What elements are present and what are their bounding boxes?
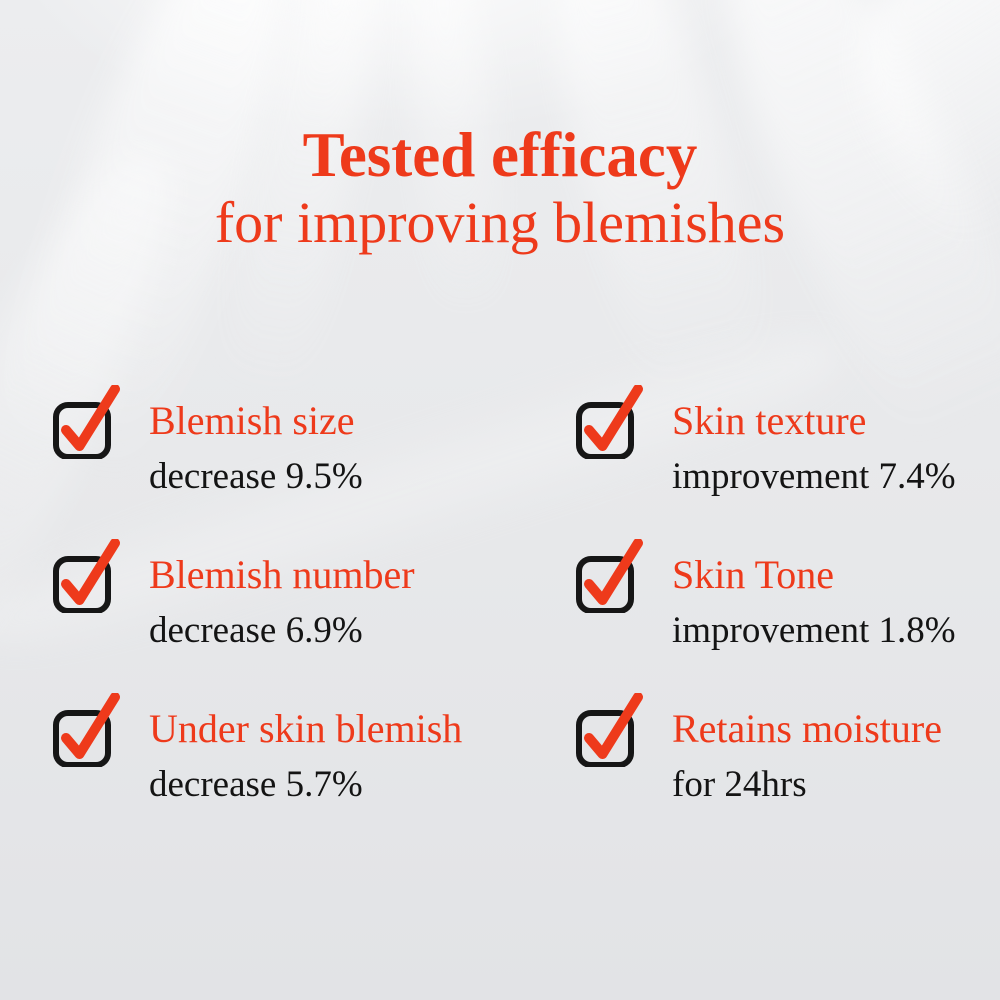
efficacy-item-under-skin-blemish: Under skin blemish decrease 5.7% (52, 693, 575, 805)
efficacy-item-blemish-size: Blemish size decrease 9.5% (52, 385, 575, 497)
efficacy-item-skin-texture: Skin texture improvement 7.4% (575, 385, 972, 497)
checkbox-checked-icon (53, 693, 120, 767)
item-label: Under skin blemish (149, 706, 463, 751)
page-title: Tested efficacy for improving blemishes (0, 118, 1000, 254)
item-value: for 24hrs (672, 764, 807, 805)
efficacy-item-blemish-number: Blemish number decrease 6.9% (52, 539, 575, 651)
item-value: improvement 7.4% (672, 456, 956, 497)
item-text: Blemish number decrease 6.9% (149, 539, 415, 651)
item-text: Under skin blemish decrease 5.7% (149, 693, 462, 805)
checkbox-checked-icon (576, 539, 643, 613)
item-label: Blemish size (149, 398, 355, 443)
item-label: Blemish number (149, 552, 415, 597)
efficacy-items: Blemish size decrease 9.5% Skin texture … (52, 385, 972, 805)
checkbox-checked-icon (576, 693, 643, 767)
page-title-line1: Tested efficacy (302, 120, 698, 190)
checkbox-checked-icon (576, 385, 643, 459)
item-text: Skin texture improvement 7.4% (672, 385, 956, 497)
item-text: Skin Tone improvement 1.8% (672, 539, 956, 651)
checkbox-checked-icon (53, 539, 120, 613)
item-value: improvement 1.8% (672, 610, 956, 651)
item-label: Skin Tone (672, 552, 835, 597)
page-title-line2: for improving blemishes (214, 190, 786, 255)
item-value: decrease 6.9% (149, 610, 363, 651)
item-value: decrease 5.7% (149, 764, 363, 805)
item-text: Retains moisture for 24hrs (672, 693, 942, 805)
efficacy-item-skin-tone: Skin Tone improvement 1.8% (575, 539, 972, 651)
checkbox-checked-icon (53, 385, 120, 459)
item-value: decrease 9.5% (149, 456, 363, 497)
item-label: Retains moisture (672, 706, 942, 751)
efficacy-item-retains-moisture: Retains moisture for 24hrs (575, 693, 972, 805)
item-text: Blemish size decrease 9.5% (149, 385, 363, 497)
item-label: Skin texture (672, 398, 867, 443)
